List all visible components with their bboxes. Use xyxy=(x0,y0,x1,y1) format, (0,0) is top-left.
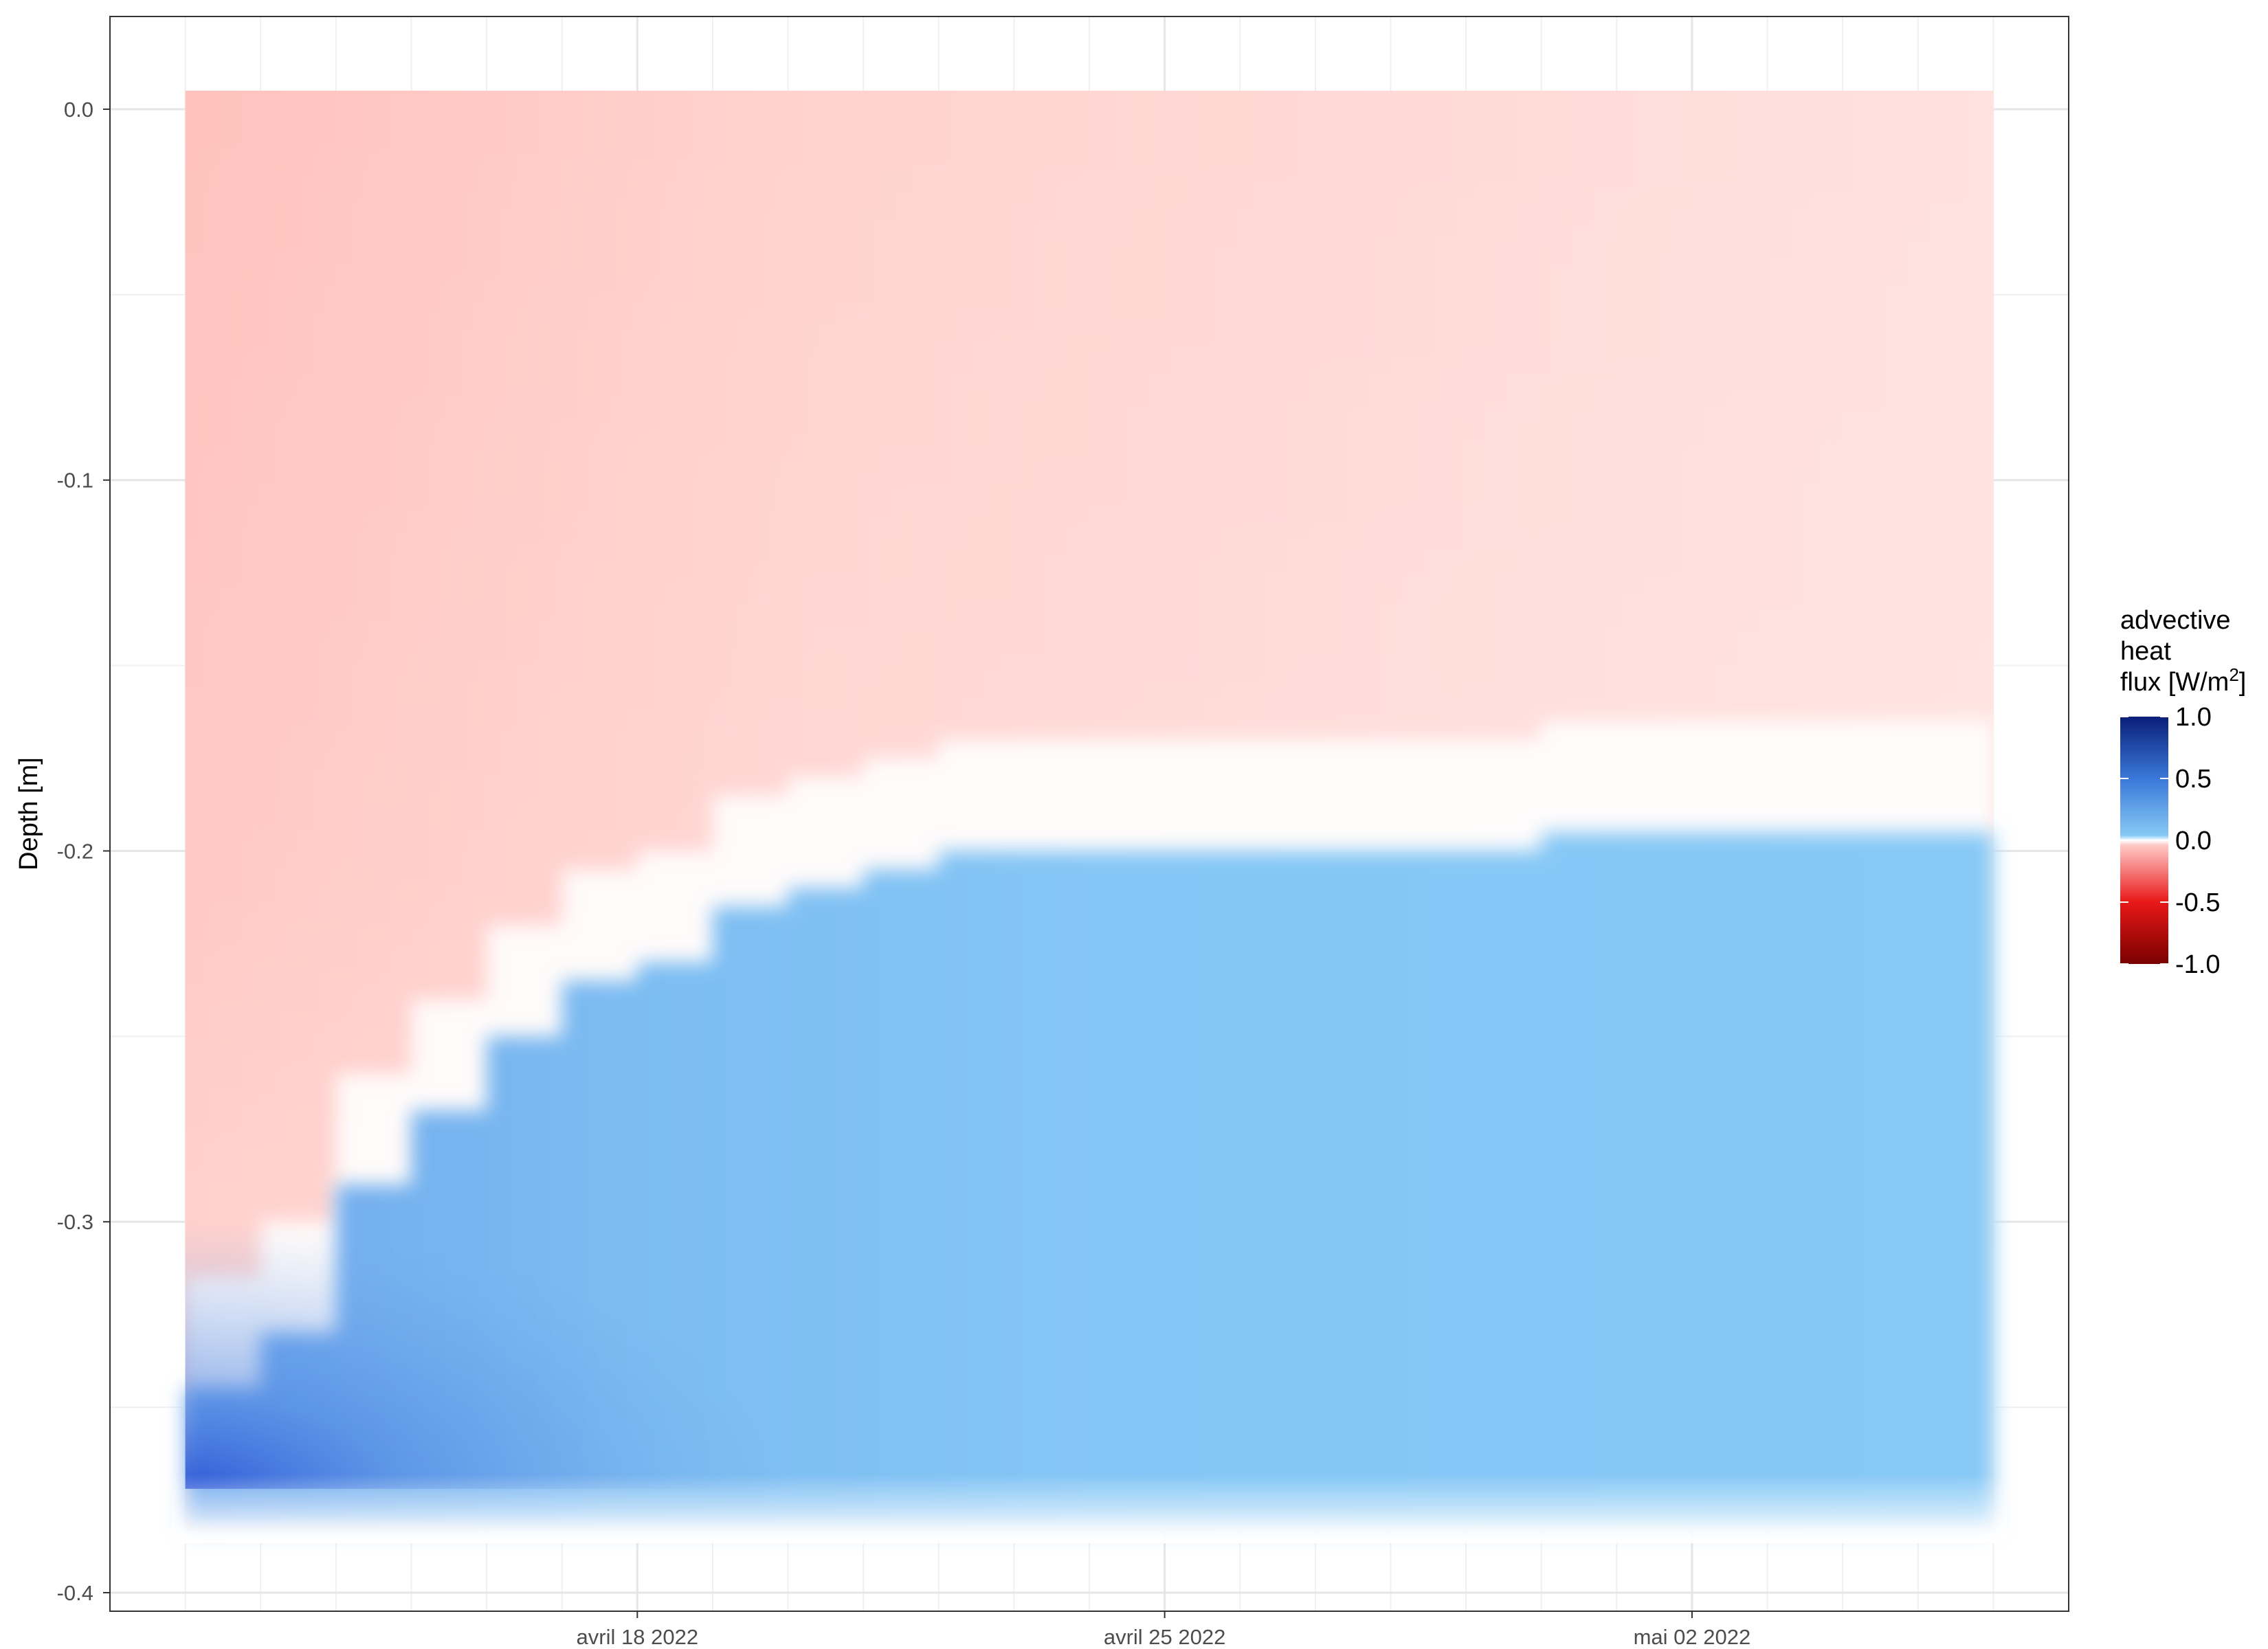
legend-tick-label: -0.5 xyxy=(2175,888,2220,917)
legend-tick-label: 0.0 xyxy=(2175,827,2212,855)
y-axis-title: Depth [m] xyxy=(14,757,43,871)
heatmap-max-corner xyxy=(185,1222,788,1489)
y-tick-label: -0.4 xyxy=(57,1581,93,1605)
heatmap-field xyxy=(171,90,2008,1544)
legend-tick-label: -1.0 xyxy=(2175,950,2220,979)
legend-title-suffix: ] xyxy=(2239,668,2247,697)
y-tick-label: -0.3 xyxy=(57,1210,93,1234)
legend-title-line-3: flux [W/m2] xyxy=(2120,664,2246,697)
x-tick-label: avril 18 2022 xyxy=(577,1625,699,1649)
y-tick-label: -0.2 xyxy=(57,839,93,863)
legend-tick-label: 0.5 xyxy=(2175,765,2212,794)
legend-title-line-2: heat xyxy=(2120,637,2171,666)
legend: advective heat flux [W/m2] 1.0 0.5 0.0 -0.5… xyxy=(2120,606,2246,979)
legend-title-line-1: advective xyxy=(2120,606,2231,635)
y-tick-label: -0.1 xyxy=(57,469,93,493)
y-tick-label: 0.0 xyxy=(64,98,93,122)
legend-ticks: 1.0 0.5 0.0 -0.5 -1.0 xyxy=(2120,703,2220,979)
heatmap-bottom-fade xyxy=(171,1474,2008,1544)
legend-title-unit: flux [W/m xyxy=(2120,668,2229,697)
x-tick-label: avril 25 2022 xyxy=(1104,1625,1226,1649)
x-tick-label: mai 02 2022 xyxy=(1634,1625,1751,1649)
panel-border xyxy=(109,16,2069,1612)
axes: 0.0 -0.1 -0.2 -0.3 -0.4 avril 18 2022 avril 25… xyxy=(57,98,1751,1649)
legend-tick-label: 1.0 xyxy=(2175,703,2212,732)
legend-title-superscript: 2 xyxy=(2229,664,2238,685)
